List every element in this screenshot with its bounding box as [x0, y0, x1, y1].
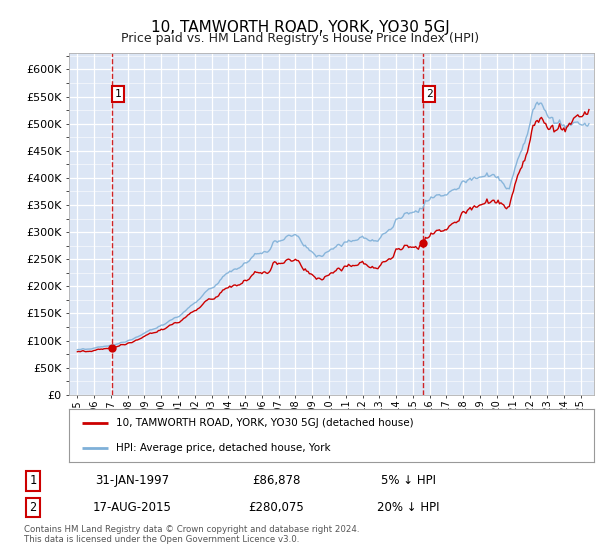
- Text: 10, TAMWORTH ROAD, YORK, YO30 5GJ (detached house): 10, TAMWORTH ROAD, YORK, YO30 5GJ (detac…: [116, 418, 414, 428]
- Text: 5% ↓ HPI: 5% ↓ HPI: [380, 474, 436, 487]
- Text: HPI: Average price, detached house, York: HPI: Average price, detached house, York: [116, 442, 331, 452]
- Text: 2: 2: [29, 501, 37, 514]
- Text: 31-JAN-1997: 31-JAN-1997: [95, 474, 169, 487]
- Text: 17-AUG-2015: 17-AUG-2015: [92, 501, 172, 514]
- Text: 1: 1: [29, 474, 37, 487]
- Text: £86,878: £86,878: [252, 474, 300, 487]
- Text: 10, TAMWORTH ROAD, YORK, YO30 5GJ: 10, TAMWORTH ROAD, YORK, YO30 5GJ: [151, 20, 449, 35]
- Text: 20% ↓ HPI: 20% ↓ HPI: [377, 501, 439, 514]
- Text: Price paid vs. HM Land Registry's House Price Index (HPI): Price paid vs. HM Land Registry's House …: [121, 32, 479, 45]
- Text: 2: 2: [426, 89, 433, 99]
- Text: Contains HM Land Registry data © Crown copyright and database right 2024.
This d: Contains HM Land Registry data © Crown c…: [24, 525, 359, 544]
- Text: 1: 1: [115, 89, 122, 99]
- Text: £280,075: £280,075: [248, 501, 304, 514]
